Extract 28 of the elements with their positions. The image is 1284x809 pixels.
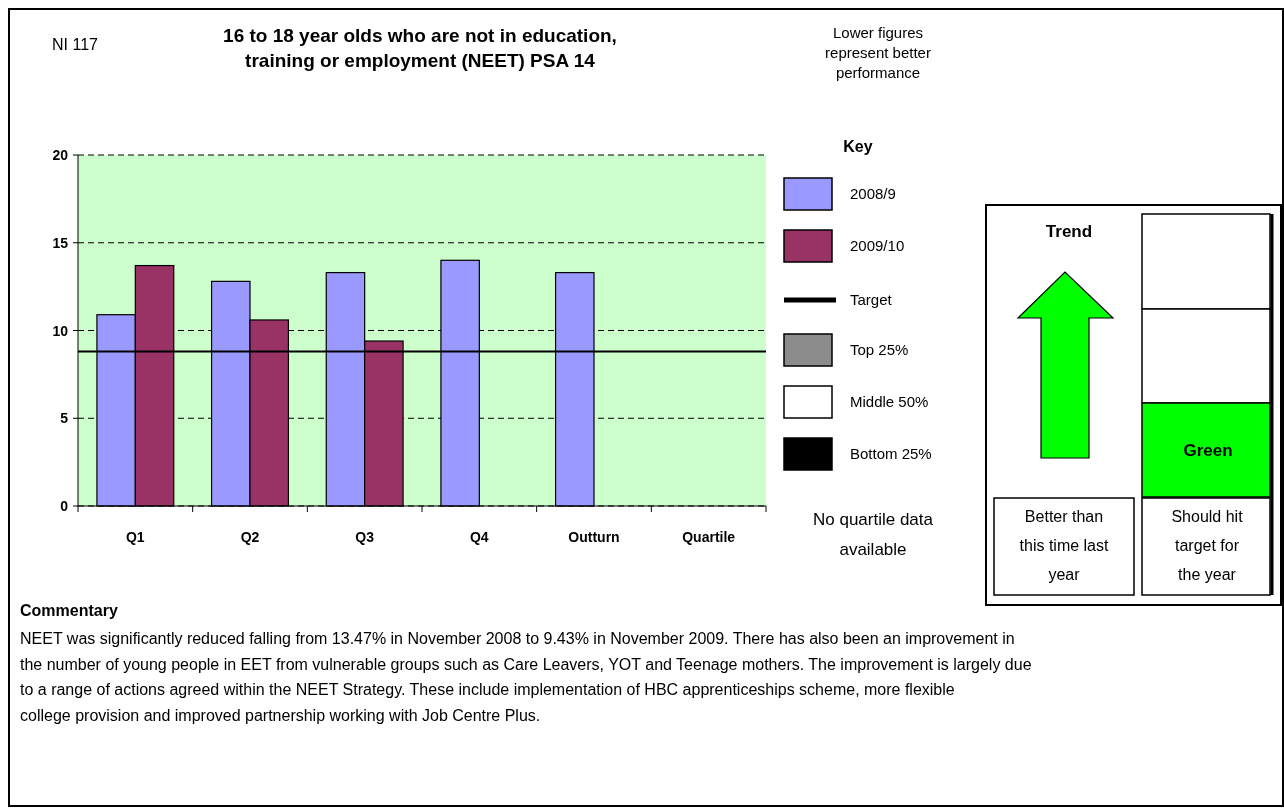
legend-label: Target: [850, 291, 893, 308]
legend-label: Top 25%: [850, 341, 909, 358]
legend-label: Middle 50%: [850, 393, 929, 410]
x-tick-label: Outturn: [568, 529, 620, 545]
text: NEET was significantly reduced falling from 13.47% in November 2008 to 9.43% in November 2009. There has also been an improvement in the number of young people in EET from vulnerable groups such as Care Leavers, YOT and Teenage mothers. The improvement is largely due to a range of actions agreed within the NEET Strategy. These include implementation of HBC apprenticeships scheme, more flexible college provision and improved partnership working with Job Centre Plus.: [20, 630, 1032, 724]
text: Trend: [1045, 222, 1093, 241]
legend-label: 2009/10: [850, 237, 905, 254]
x-tick-label: Q3: [355, 529, 375, 545]
x-tick-label: Quartile: [682, 529, 736, 545]
y-tick-label: 20: [52, 147, 69, 163]
x-tick-label: Q2: [240, 529, 260, 545]
x-tick-label: Q4: [469, 529, 489, 545]
text: Should hit target for the year: [1171, 508, 1244, 583]
legend-title: Key: [843, 138, 873, 155]
legend-label: Bottom 25%: [850, 445, 932, 462]
text: NI 117: [52, 36, 99, 53]
chart-title: 16 to 18 year olds who are not in education, training or employment (NEET) PSA 14: [223, 25, 617, 71]
y-tick-label: 15: [52, 234, 69, 251]
text: Green: [1183, 441, 1233, 460]
legend-label: 2008/9: [850, 185, 896, 202]
text: No quartile data available: [812, 510, 934, 559]
text: Commentary: [20, 602, 118, 619]
y-tick-label: 5: [60, 410, 69, 427]
y-tick-label: 10: [52, 322, 69, 339]
x-tick-label: Q1: [125, 529, 145, 545]
text: Better than this time last year: [1019, 508, 1110, 583]
text: Lower figures represent better performance: [825, 24, 931, 81]
y-tick-label: 0: [60, 498, 69, 514]
